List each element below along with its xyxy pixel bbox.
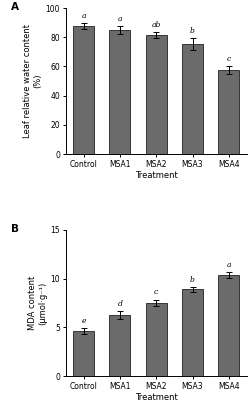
X-axis label: Treatment: Treatment <box>135 393 178 400</box>
Text: c: c <box>154 288 158 296</box>
Y-axis label: Leaf relative water content
(%): Leaf relative water content (%) <box>23 24 43 138</box>
Text: e: e <box>81 317 86 325</box>
Text: c: c <box>227 55 231 63</box>
Text: A: A <box>11 2 19 12</box>
Text: a: a <box>227 261 231 269</box>
Bar <box>109 30 131 154</box>
Bar <box>109 315 131 376</box>
Text: a: a <box>81 12 86 20</box>
Text: ab: ab <box>151 21 161 29</box>
Text: B: B <box>11 224 19 234</box>
Bar <box>218 275 239 376</box>
Bar <box>182 44 203 154</box>
Text: d: d <box>117 300 122 308</box>
Bar <box>146 35 167 154</box>
Bar <box>182 289 203 376</box>
Y-axis label: MDA content
(μmol·g⁻¹): MDA content (μmol·g⁻¹) <box>28 276 48 330</box>
Text: a: a <box>118 15 122 23</box>
Bar <box>73 331 94 376</box>
Bar <box>146 303 167 376</box>
Bar <box>73 26 94 154</box>
Bar <box>218 70 239 154</box>
Text: b: b <box>190 27 195 35</box>
X-axis label: Treatment: Treatment <box>135 171 178 180</box>
Text: b: b <box>190 276 195 284</box>
